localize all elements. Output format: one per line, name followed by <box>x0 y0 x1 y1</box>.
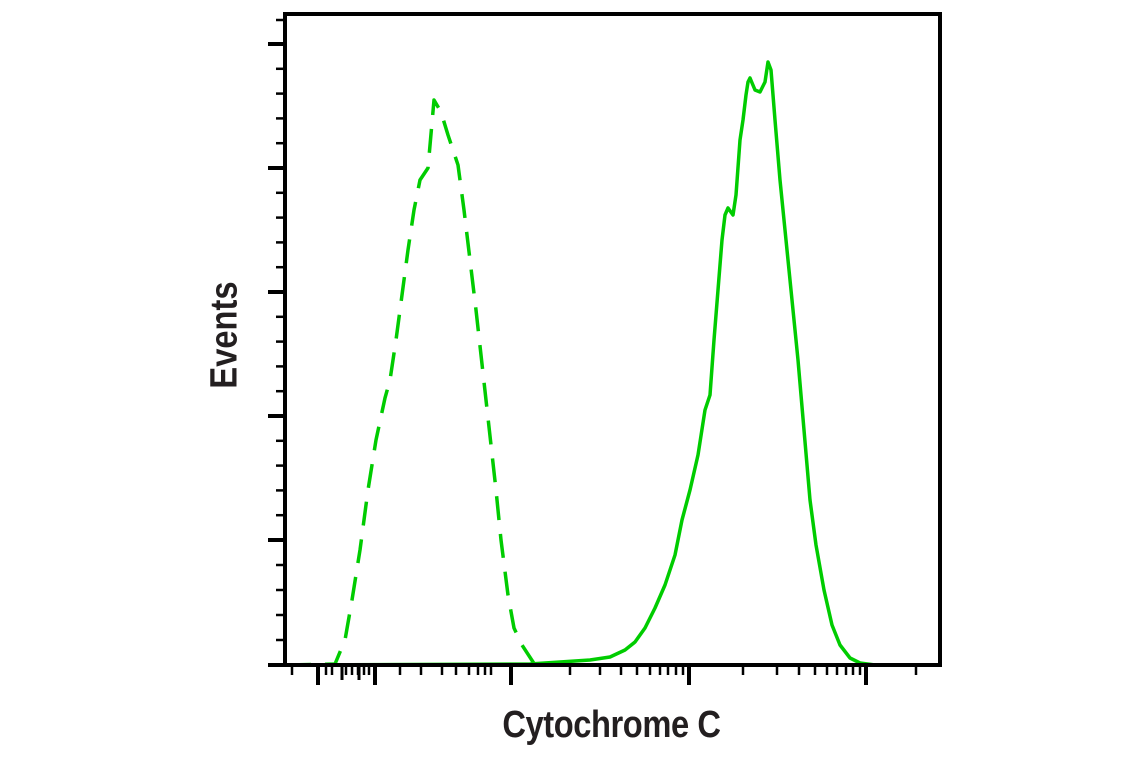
axes <box>268 12 942 685</box>
histogram-curves <box>286 60 940 667</box>
isotype-control-curve <box>286 98 940 667</box>
plot-frame <box>283 12 942 667</box>
cytochrome-c-curve <box>286 60 940 667</box>
x-axis-title: Cytochrome C <box>502 704 721 746</box>
y-axis-title: Events <box>203 281 246 389</box>
